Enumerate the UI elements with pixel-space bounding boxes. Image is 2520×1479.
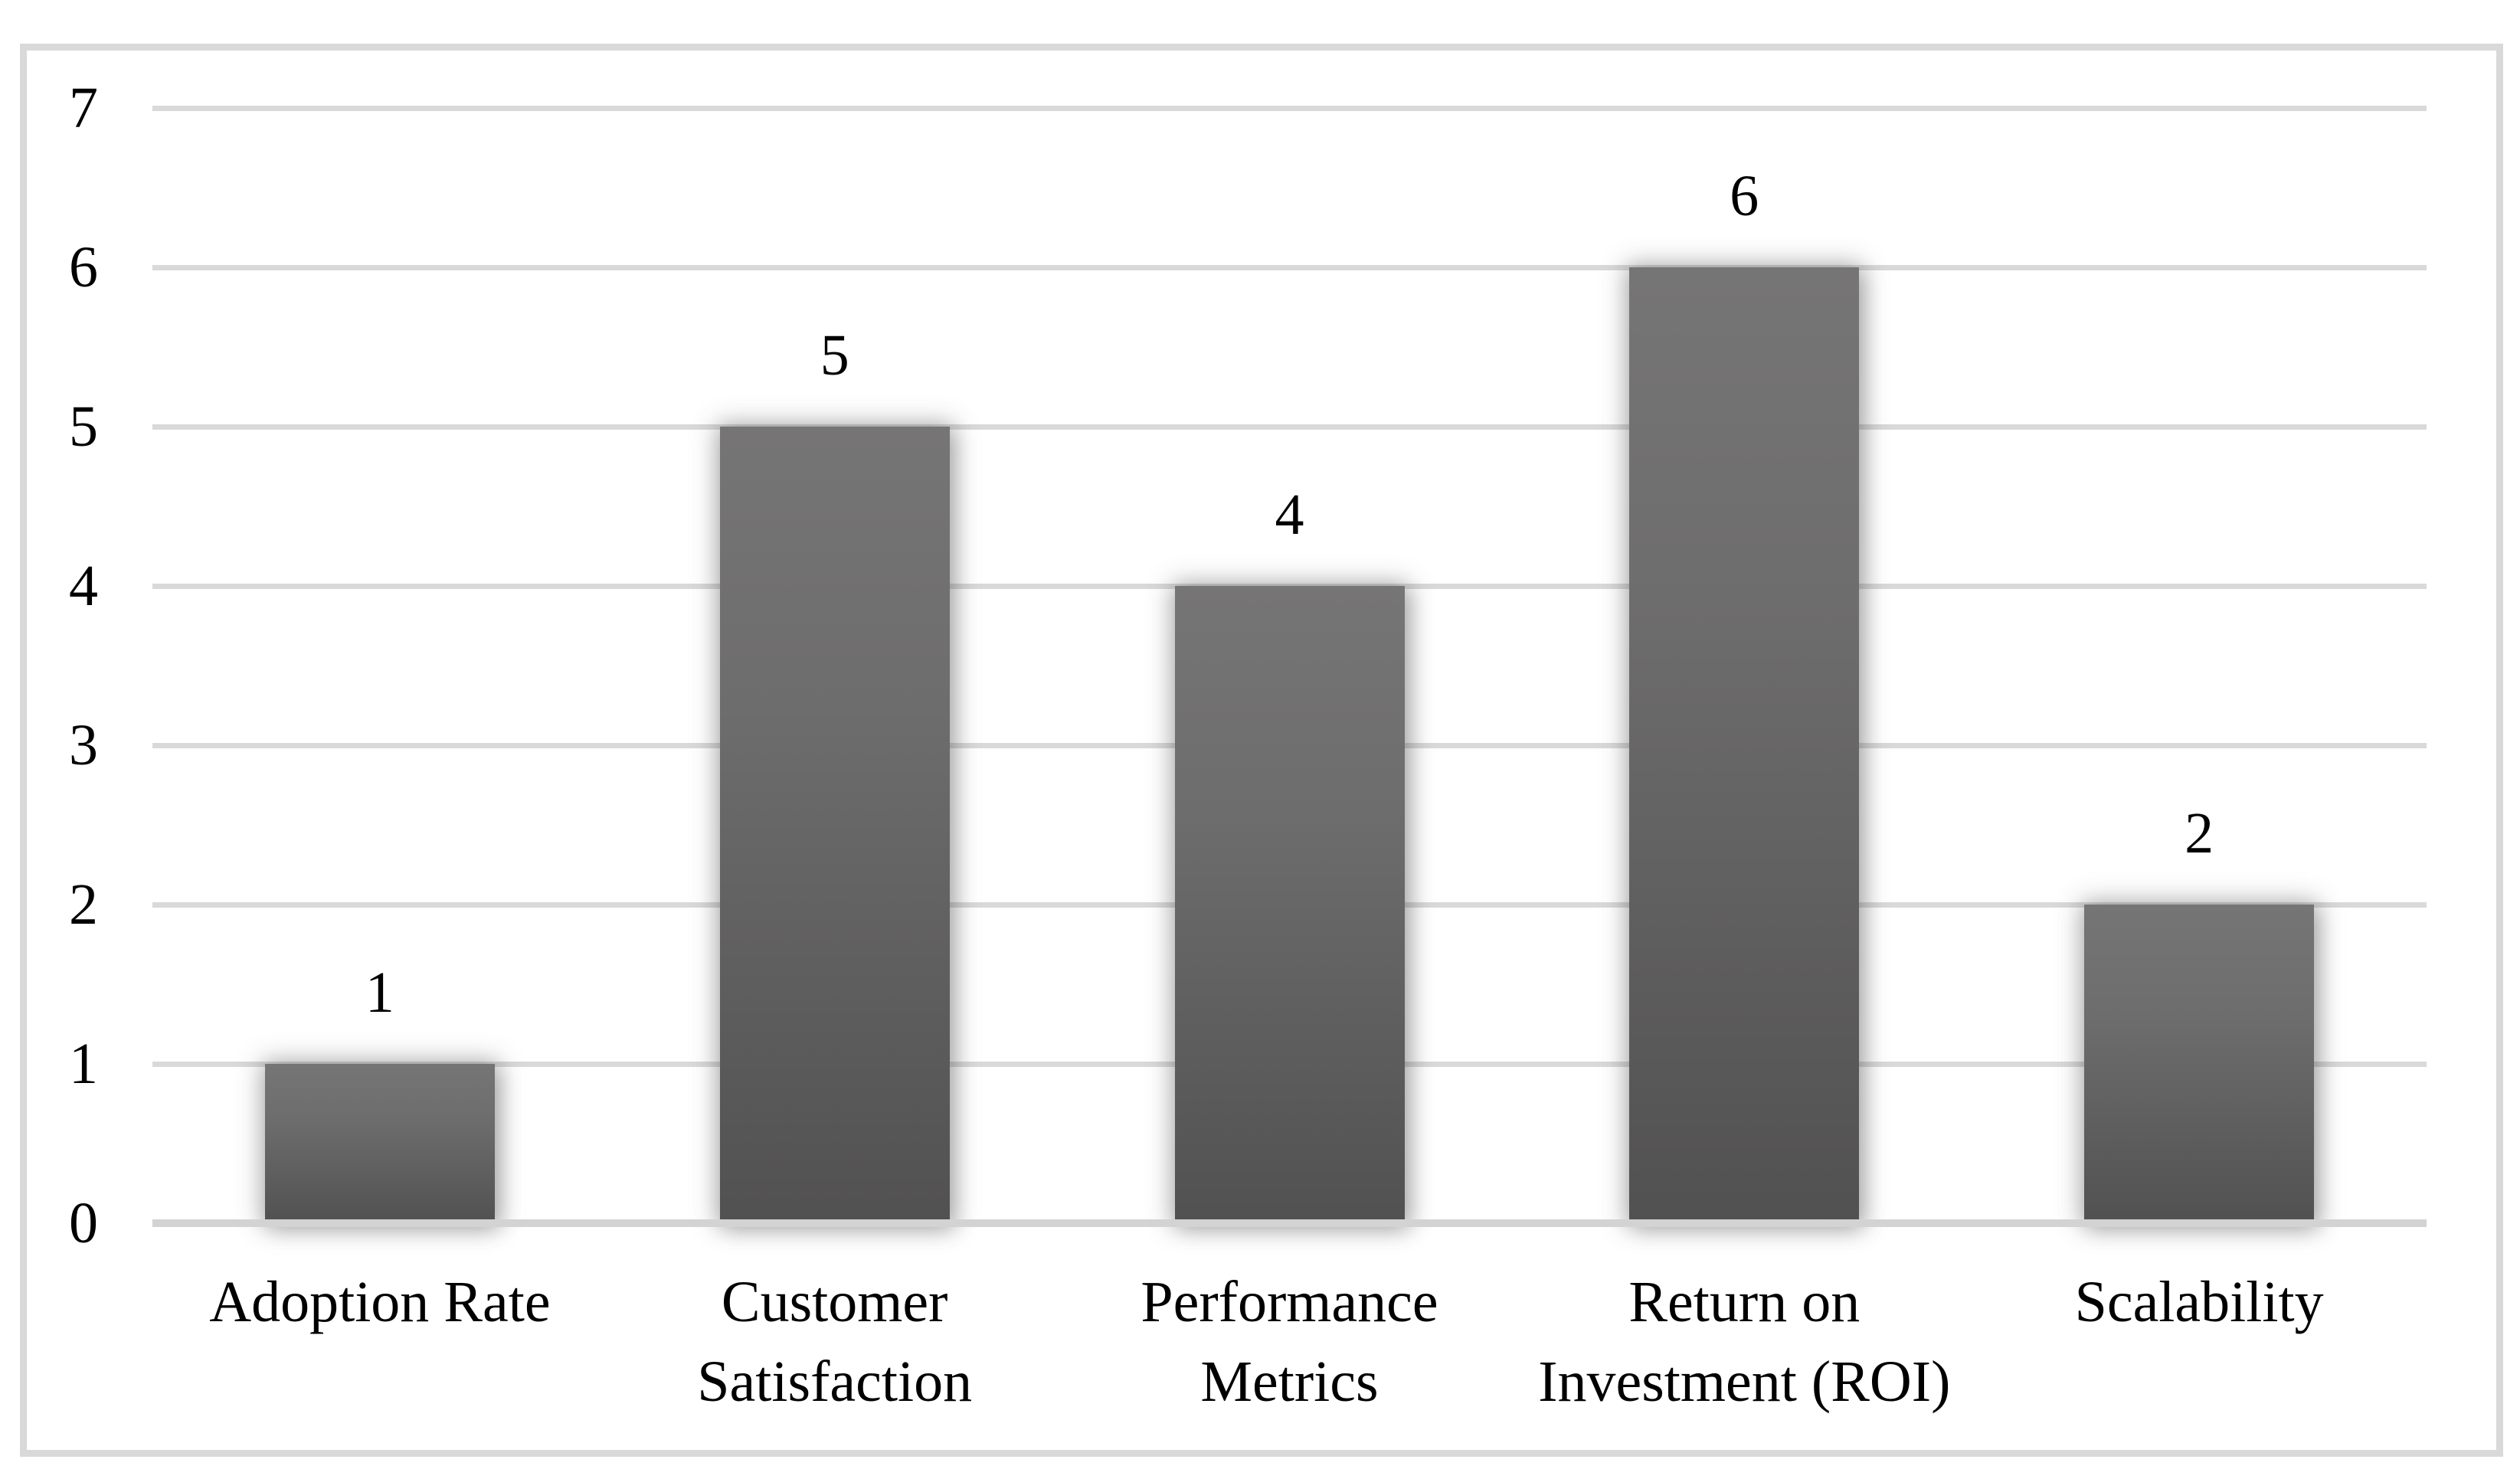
category-label: Return on Investment (ROI) (1438, 1262, 2050, 1422)
bar (719, 427, 950, 1223)
category-label-line: Metrics (1200, 1350, 1379, 1414)
bar-value-label: 2 (2185, 801, 2214, 865)
category-label-line: Adoption Rate (209, 1270, 551, 1334)
bar-value-label: 4 (1275, 483, 1304, 547)
y-tick-label: 1 (69, 1032, 98, 1096)
category-label: Customer Satisfaction (529, 1262, 1141, 1422)
bar (264, 1064, 495, 1223)
y-tick-label: 7 (69, 76, 98, 140)
category-label-line: Performance (1141, 1270, 1438, 1334)
category-label-line: Scalability (2074, 1270, 2324, 1334)
gridline (152, 424, 2427, 430)
x-axis-line (152, 1219, 2427, 1227)
category-label: Scalability (1893, 1262, 2505, 1342)
y-tick-label: 5 (69, 394, 98, 459)
bar-value-label: 1 (365, 960, 394, 1025)
category-label-line: Investment (ROI) (1538, 1350, 1951, 1414)
bar (1174, 586, 1405, 1223)
chart-frame (20, 44, 2503, 1457)
y-tick-label: 2 (69, 872, 98, 937)
bar-value-label: 5 (820, 323, 849, 388)
bar-value-label: 6 (1730, 164, 1759, 228)
y-tick-label: 3 (69, 713, 98, 777)
y-tick-label: 6 (69, 235, 98, 299)
category-label-line: Customer (721, 1270, 948, 1334)
category-label-line: Return on (1628, 1270, 1861, 1334)
category-label: Performance Metrics (983, 1262, 1596, 1422)
bar (2084, 905, 2315, 1223)
gridline (152, 106, 2427, 111)
bar (1629, 267, 1860, 1223)
category-label: Adoption Rate (74, 1262, 686, 1342)
gridline (152, 265, 2427, 270)
y-tick-label: 4 (69, 554, 98, 618)
category-label-line: Satisfaction (697, 1350, 973, 1414)
y-tick-label: 0 (69, 1191, 98, 1255)
